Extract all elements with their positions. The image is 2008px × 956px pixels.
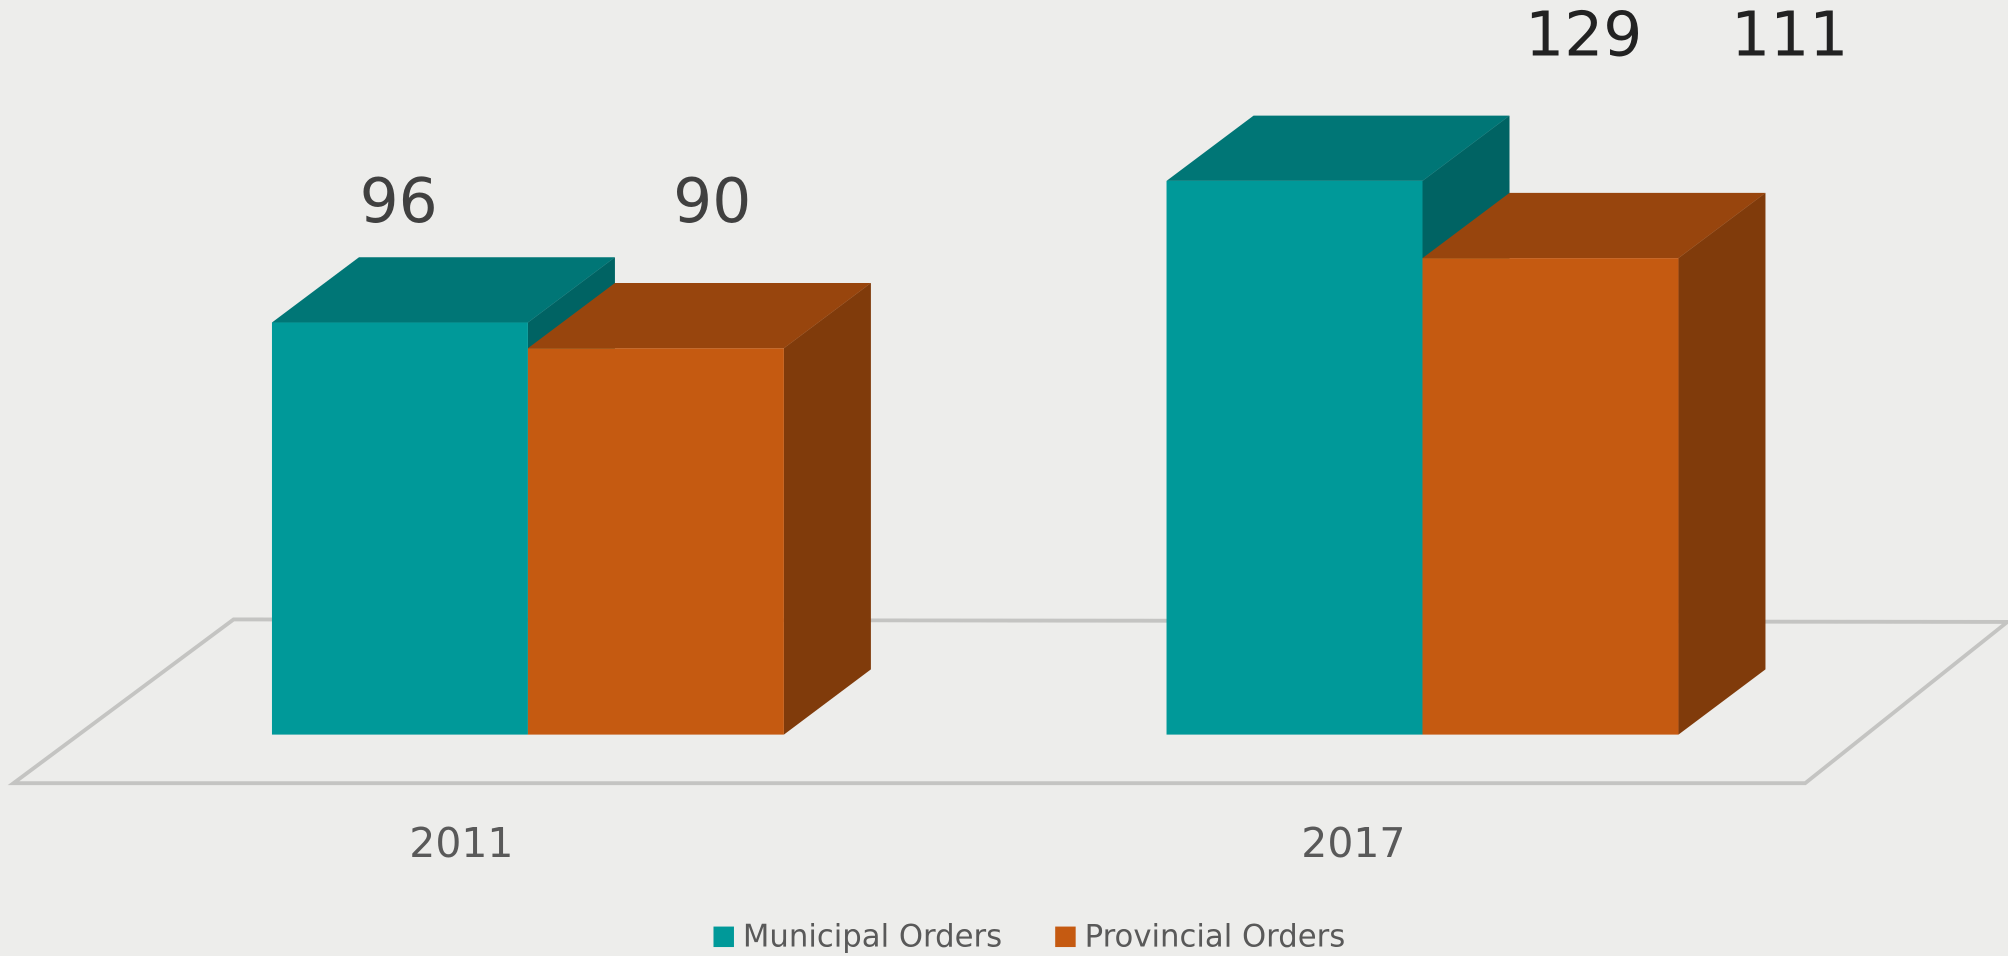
bar-top	[271, 257, 615, 323]
legend-label: Municipal Orders	[743, 919, 1002, 955]
legend-swatch	[1055, 926, 1076, 948]
bar	[527, 348, 784, 735]
legend-label: Provincial Orders	[1085, 919, 1346, 955]
bar-top	[1422, 192, 1766, 259]
x-tick-label: 2017	[1301, 819, 1405, 867]
x-tick-label: 2011	[409, 819, 513, 867]
data-label: 96	[360, 166, 438, 237]
legend-swatch	[713, 926, 734, 948]
bar-top	[1166, 115, 1510, 181]
bar-top	[527, 283, 871, 349]
bar-side	[1678, 192, 1766, 735]
bar	[271, 322, 528, 735]
data-label: 90	[673, 166, 751, 237]
data-label: 129	[1525, 0, 1642, 70]
bar	[1422, 258, 1679, 735]
data-label: 111	[1731, 0, 1848, 70]
bar-side	[783, 283, 871, 735]
bar	[1166, 180, 1423, 735]
